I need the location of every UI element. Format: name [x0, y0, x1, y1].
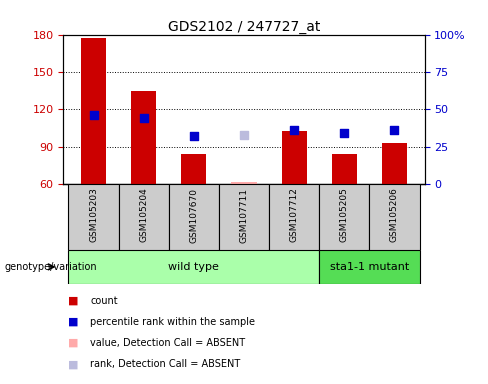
Bar: [68, 250, 319, 284]
Text: ■: ■: [68, 317, 79, 327]
Bar: [332, 154, 357, 184]
Point: [90, 113, 98, 119]
Bar: [81, 38, 106, 184]
Bar: [119, 184, 169, 250]
Bar: [68, 184, 119, 250]
Point: [140, 115, 147, 121]
Text: GSM107712: GSM107712: [290, 188, 299, 242]
Bar: [231, 182, 257, 184]
Text: ■: ■: [68, 296, 79, 306]
Text: count: count: [90, 296, 118, 306]
Text: ■: ■: [68, 338, 79, 348]
Bar: [269, 184, 319, 250]
Point: [290, 127, 298, 134]
Text: value, Detection Call = ABSENT: value, Detection Call = ABSENT: [90, 338, 245, 348]
Bar: [131, 91, 156, 184]
Text: GSM105205: GSM105205: [340, 188, 349, 242]
Text: GSM107670: GSM107670: [189, 188, 198, 243]
Bar: [219, 184, 269, 250]
Text: GSM105204: GSM105204: [139, 188, 148, 242]
Text: GSM105206: GSM105206: [390, 188, 399, 242]
Bar: [382, 143, 407, 184]
Text: sta1-1 mutant: sta1-1 mutant: [330, 262, 409, 272]
Text: GSM107711: GSM107711: [240, 188, 248, 243]
Text: wild type: wild type: [168, 262, 219, 272]
Text: percentile rank within the sample: percentile rank within the sample: [90, 317, 255, 327]
Bar: [319, 184, 369, 250]
Text: genotype/variation: genotype/variation: [5, 262, 98, 272]
Bar: [169, 184, 219, 250]
Bar: [319, 250, 420, 284]
Bar: [369, 184, 420, 250]
Bar: [282, 131, 306, 184]
Bar: [182, 154, 206, 184]
Point: [341, 130, 348, 136]
Point: [190, 133, 198, 139]
Point: [240, 132, 248, 138]
Text: ■: ■: [68, 359, 79, 369]
Text: rank, Detection Call = ABSENT: rank, Detection Call = ABSENT: [90, 359, 241, 369]
Text: GSM105203: GSM105203: [89, 188, 98, 242]
Point: [390, 127, 398, 134]
Title: GDS2102 / 247727_at: GDS2102 / 247727_at: [168, 20, 320, 33]
